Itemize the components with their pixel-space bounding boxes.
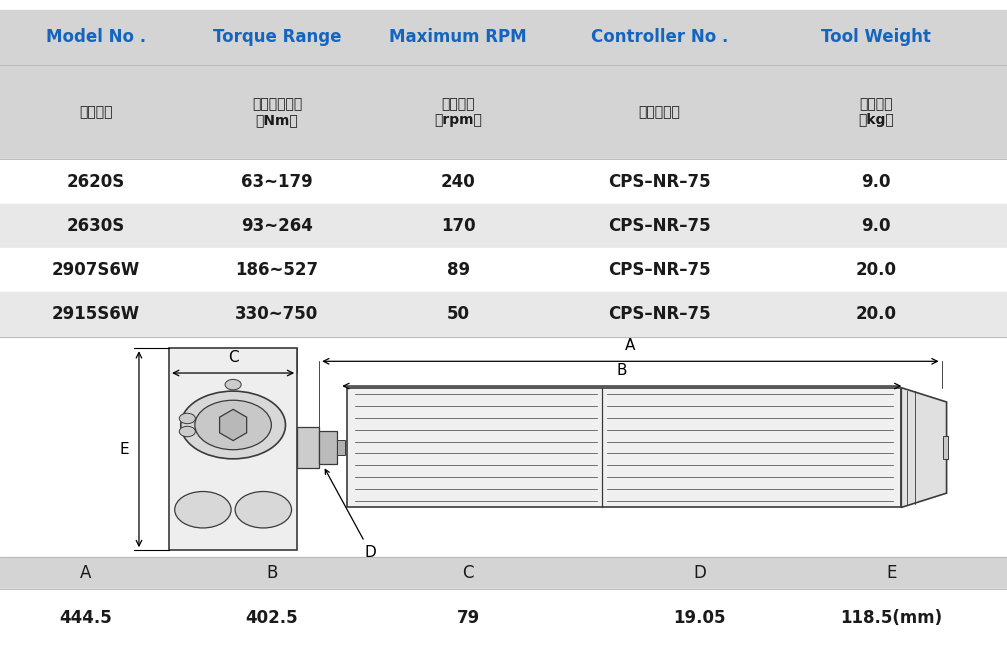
Bar (347, 388, 901, 508)
Text: 工具型号: 工具型号 (79, 105, 113, 119)
Text: 330~750: 330~750 (236, 305, 318, 324)
Circle shape (175, 492, 231, 528)
Text: 63~179: 63~179 (241, 173, 313, 191)
Text: 402.5: 402.5 (246, 609, 298, 628)
Text: 93~264: 93~264 (241, 217, 313, 235)
Polygon shape (901, 388, 947, 508)
Text: A: A (625, 339, 635, 353)
Text: CPS–NR–75: CPS–NR–75 (608, 173, 711, 191)
Text: 20.0: 20.0 (856, 305, 896, 324)
Text: D: D (694, 564, 706, 582)
Text: 适应力矩范围
（Nm）: 适应力矩范围 （Nm） (252, 97, 302, 128)
Text: Model No .: Model No . (45, 29, 146, 46)
Circle shape (179, 426, 195, 437)
Text: 工具重量
（kg）: 工具重量 （kg） (858, 97, 894, 128)
Text: 50: 50 (447, 305, 469, 324)
Text: CPS–NR–75: CPS–NR–75 (608, 261, 711, 279)
Text: 2620S: 2620S (66, 173, 125, 191)
Text: Maximum RPM: Maximum RPM (390, 29, 527, 46)
Polygon shape (220, 409, 247, 441)
Text: 9.0: 9.0 (861, 217, 891, 235)
Text: 最大转速
（rpm）: 最大转速 （rpm） (434, 97, 482, 128)
Circle shape (180, 391, 286, 459)
Text: Tool Weight: Tool Weight (821, 29, 931, 46)
Text: B: B (266, 564, 278, 582)
Circle shape (195, 400, 272, 450)
Circle shape (235, 492, 292, 528)
Text: 2915S6W: 2915S6W (51, 305, 140, 324)
Text: 19.05: 19.05 (674, 609, 726, 628)
Circle shape (225, 380, 242, 390)
Text: CPS–NR–75: CPS–NR–75 (608, 305, 711, 324)
Text: 170: 170 (441, 217, 475, 235)
Text: 89: 89 (447, 261, 469, 279)
Text: 444.5: 444.5 (59, 609, 112, 628)
Text: E: E (886, 564, 896, 582)
Text: 79: 79 (456, 609, 480, 628)
Text: B: B (616, 363, 627, 378)
Bar (319, 431, 337, 465)
Text: 240: 240 (441, 173, 475, 191)
Text: 2630S: 2630S (66, 217, 125, 235)
Text: C: C (462, 564, 474, 582)
Text: 9.0: 9.0 (861, 173, 891, 191)
Bar (169, 348, 297, 550)
Text: Torque Range: Torque Range (212, 29, 341, 46)
Text: C: C (228, 350, 239, 365)
Text: D: D (365, 545, 377, 560)
Bar (297, 427, 319, 469)
Text: E: E (119, 441, 129, 457)
Text: 118.5(mm): 118.5(mm) (840, 609, 943, 628)
Text: 控制器型号: 控制器型号 (638, 105, 681, 119)
Bar (943, 436, 948, 460)
Bar (337, 440, 345, 456)
Circle shape (179, 413, 195, 424)
Text: 186~527: 186~527 (236, 261, 318, 279)
Text: A: A (80, 564, 92, 582)
Text: CPS–NR–75: CPS–NR–75 (608, 217, 711, 235)
Text: 20.0: 20.0 (856, 261, 896, 279)
Text: Controller No .: Controller No . (591, 29, 728, 46)
Text: 2907S6W: 2907S6W (51, 261, 140, 279)
